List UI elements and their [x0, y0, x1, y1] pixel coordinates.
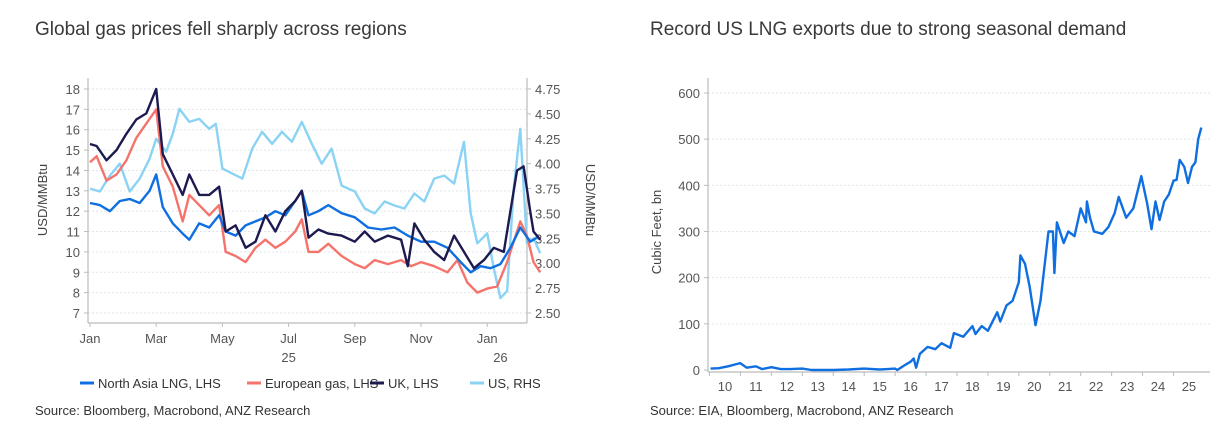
y-tick-label: 15 [66, 143, 80, 158]
x-tick-label: 20 [1027, 379, 1041, 394]
y-tick-label: 9 [73, 265, 80, 280]
x-year-label: 26 [493, 350, 507, 365]
x-tick-label: Mar [145, 331, 168, 346]
x-tick-label: 11 [749, 379, 763, 394]
y-tick-label-right: 2.50 [535, 306, 560, 321]
x-tick-label: 18 [965, 379, 979, 394]
x-tick-label: 24 [1151, 379, 1165, 394]
y-tick-label: 8 [73, 286, 80, 301]
legend-label: US, RHS [488, 376, 541, 391]
y-tick-label: 12 [66, 204, 80, 219]
series-line-us-rhs [89, 107, 542, 300]
chart-title: Global gas prices fell sharply across re… [35, 19, 407, 40]
chart-title: Record US LNG exports due to strong seas… [650, 19, 1126, 40]
x-tick-label: 14 [841, 379, 855, 394]
y-axis-label: Cubic Feet, bn [649, 190, 664, 275]
y-tick-label-right: 3.00 [535, 256, 560, 271]
y-tick-label: 10 [66, 245, 80, 260]
y-tick-label: 18 [66, 82, 80, 97]
x-tick-label: Jul [280, 331, 297, 346]
source-note: Source: Bloomberg, Macrobond, ANZ Resear… [35, 403, 310, 418]
x-tick-label: 16 [903, 379, 917, 394]
x-tick-label: 23 [1120, 379, 1134, 394]
y-tick-label: 200 [678, 271, 700, 286]
y-tick-label: 11 [67, 225, 81, 240]
x-tick-label: Jan [80, 331, 101, 346]
legend-label: UK, LHS [388, 376, 439, 391]
x-tick-label: May [210, 331, 235, 346]
x-tick-label: 22 [1089, 379, 1103, 394]
series-line-us-lng-exports [710, 127, 1203, 372]
y-tick-label: 500 [678, 132, 700, 147]
x-year-label: 25 [281, 350, 295, 365]
y-tick-label: 100 [678, 317, 700, 332]
x-tick-label: 12 [780, 379, 794, 394]
legend-label: European gas, LHS [265, 376, 379, 391]
legend-label: North Asia LNG, LHS [98, 376, 221, 391]
series-line-uk-lhs [89, 87, 542, 270]
y-tick-label: 0 [693, 363, 700, 378]
x-tick-label: 21 [1058, 379, 1072, 394]
gas-prices-chart: Global gas prices fell sharply across re… [35, 19, 598, 418]
legend: North Asia LNG, LHS European gas, LHS UK, … [80, 376, 541, 391]
y-tick-label: 7 [73, 306, 80, 321]
x-tick-label: 19 [996, 379, 1010, 394]
x-tick-label: 15 [872, 379, 886, 394]
y-axis-label-right: USD/MMBtu [583, 164, 598, 236]
y-tick-label-right: 3.25 [535, 231, 560, 246]
y-tick-label: 400 [678, 178, 700, 193]
y-tick-label-right: 4.25 [535, 132, 560, 147]
y-tick-label-right: 4.50 [535, 107, 560, 122]
y-tick-label: 17 [66, 102, 80, 117]
x-tick-label: Sep [343, 331, 366, 346]
y-tick-label-right: 2.75 [535, 281, 560, 296]
y-tick-label-right: 4.00 [535, 157, 560, 172]
y-tick-label: 16 [66, 123, 80, 138]
x-tick-label: 17 [934, 379, 948, 394]
y-tick-label: 600 [678, 86, 700, 101]
y-axis-label-left: USD/MMBtu [35, 164, 50, 236]
y-tick-label-right: 3.50 [535, 206, 560, 221]
x-tick-label: 25 [1182, 379, 1196, 394]
x-tick-label: Nov [409, 331, 433, 346]
y-tick-label: 13 [66, 184, 80, 199]
y-tick-label-right: 3.75 [535, 182, 560, 197]
y-tick-label: 300 [678, 225, 700, 240]
source-note: Source: EIA, Bloomberg, Macrobond, ANZ R… [650, 403, 953, 418]
y-tick-label: 14 [66, 163, 80, 178]
x-tick-label: 10 [718, 379, 732, 394]
series-line-north-asia-lng-lhs [89, 173, 538, 274]
x-tick-label: 13 [811, 379, 825, 394]
us-lng-exports-chart: Record US LNG exports due to strong seas… [649, 19, 1210, 418]
x-tick-label: Jan [477, 331, 498, 346]
y-tick-label-right: 4.75 [535, 82, 560, 97]
series-line-european-gas-lhs [89, 108, 542, 294]
